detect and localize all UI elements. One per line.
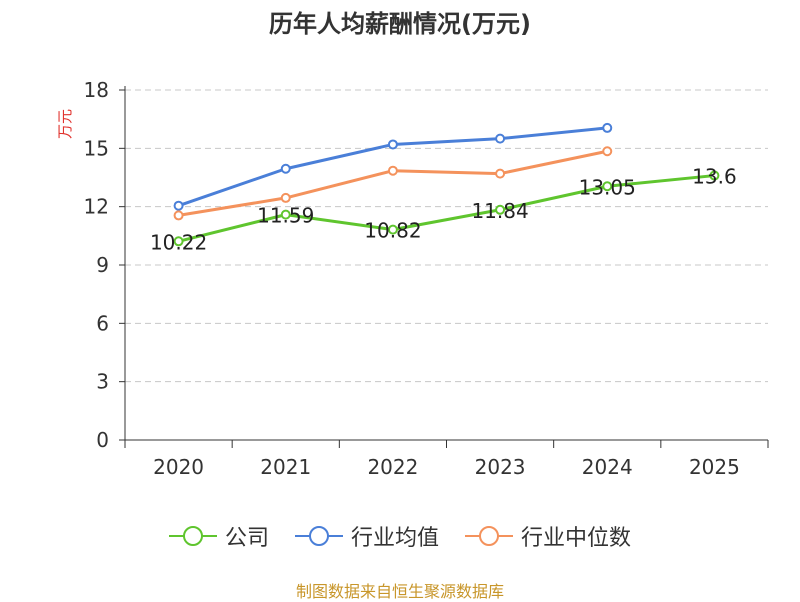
legend-item-company[interactable]: 公司 [168, 520, 269, 552]
x-tick-label: 2022 [367, 455, 418, 479]
data-point [387, 139, 398, 150]
legend-line-icon [294, 526, 343, 546]
data-point [173, 236, 184, 247]
data-label: 10.22 [150, 230, 207, 254]
data-label: 11.84 [471, 199, 528, 223]
data-point [495, 133, 506, 144]
data-point [387, 224, 398, 235]
y-tick-label: 6 [96, 311, 109, 335]
data-label: 13.05 [579, 175, 636, 199]
x-tick-label: 2025 [689, 455, 740, 479]
data-point [602, 146, 613, 157]
data-point [280, 163, 291, 174]
legend-line-icon [465, 526, 513, 546]
legend-item-industry-median[interactable]: 行业中位数 [465, 520, 631, 552]
data-label: 13.6 [692, 165, 737, 189]
data-point [387, 165, 398, 176]
x-tick-label: 2020 [153, 455, 204, 479]
y-tick-label: 9 [96, 253, 109, 277]
source-note: 制图数据来自恒生聚源数据库 [295, 582, 504, 601]
data-point [602, 181, 613, 192]
data-point [280, 192, 291, 203]
legend-label-industry-mean: 行业均值 [350, 526, 439, 551]
data-label: 11.59 [257, 204, 314, 228]
data-point [173, 210, 184, 221]
data-point [280, 209, 291, 220]
data-point [602, 122, 613, 133]
y-tick-label: 18 [84, 78, 109, 102]
y-tick-label: 15 [84, 136, 109, 160]
data-point [709, 170, 720, 181]
y-tick-label: 3 [96, 370, 109, 394]
y-tick-label: 0 [96, 428, 109, 452]
data-point [173, 200, 184, 211]
chart-title: 历年人均薪酬情况(万元) [269, 10, 531, 38]
x-tick-label: 2024 [582, 455, 633, 479]
series-line-0 [178, 174, 715, 243]
x-tick-label: 2021 [260, 455, 311, 479]
y-axis-label: 万元 [56, 109, 74, 139]
legend-label-industry-median: 行业中位数 [521, 526, 632, 551]
legend: 公司 行业均值 行业中位数 [0, 520, 800, 552]
y-tick-label: 12 [84, 195, 109, 219]
x-tick-label: 2023 [475, 455, 526, 479]
legend-item-industry-mean[interactable]: 行业均值 [294, 520, 439, 552]
data-label: 10.82 [364, 219, 421, 243]
data-point [495, 168, 506, 179]
legend-line-icon [168, 526, 217, 546]
data-point [495, 204, 506, 215]
legend-label-company: 公司 [224, 526, 269, 551]
